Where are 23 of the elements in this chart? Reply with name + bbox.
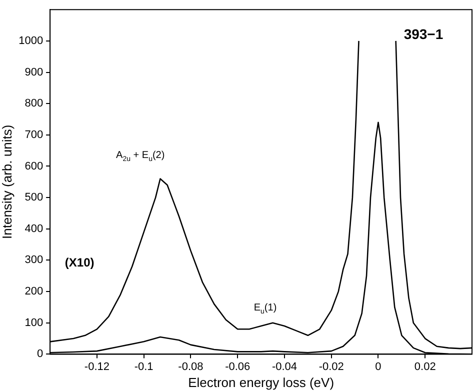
y-tick-label: 0 (36, 348, 44, 360)
y-tick-label: 400 (24, 222, 44, 235)
y-tick-label: 800 (24, 98, 44, 110)
x-tick-label: 0 (375, 360, 382, 373)
x-tick-label: -0.08 (178, 360, 204, 373)
y-tick-label: 900 (24, 66, 44, 78)
y-tick-label: 200 (24, 286, 44, 298)
y-tick-label: 500 (24, 192, 44, 204)
x-tick-label: -0.1 (134, 360, 154, 373)
y-tick-label: 700 (24, 128, 44, 141)
x-tick-label: -0.02 (318, 360, 344, 373)
annotation: 393−1 (404, 26, 444, 42)
y-tick-label: 600 (24, 160, 44, 172)
y-tick-label: 1000 (18, 34, 44, 47)
x-tick-label: -0.12 (84, 360, 110, 373)
x-axis-title: Electron energy loss (eV) (188, 374, 334, 390)
y-tick-label: 100 (24, 316, 44, 329)
x-tick-label: -0.06 (225, 360, 250, 373)
y-axis-title: Intensity (arb. units) (0, 124, 14, 239)
y-tick-label: 300 (24, 254, 44, 266)
annotation: (X10) (64, 255, 94, 270)
x-tick-label: -0.04 (272, 360, 298, 373)
x-tick-label: 0.02 (414, 360, 436, 373)
